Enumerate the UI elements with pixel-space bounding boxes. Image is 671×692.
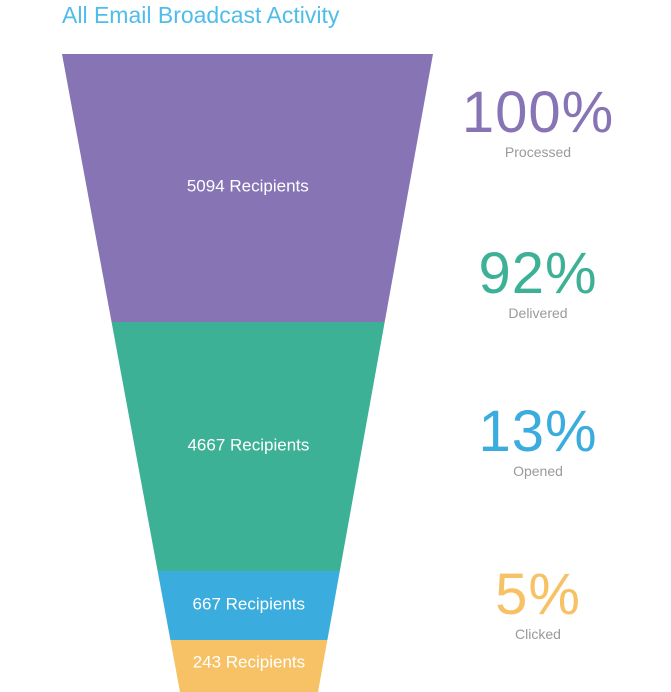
funnel-segment-processed (62, 54, 433, 322)
funnel-segment-label: 4667 Recipients (187, 435, 309, 454)
stat-label: Clicked (515, 626, 561, 642)
stat-label: Delivered (508, 305, 568, 321)
stat-processed: 100% Processed (448, 80, 628, 161)
stat-opened: 13% Opened (448, 399, 628, 480)
funnel-segment-label: 667 Recipients (193, 594, 305, 613)
funnel-segment-label: 243 Recipients (193, 652, 305, 671)
stat-label: Opened (513, 463, 563, 479)
stat-percent: 100% (461, 80, 615, 145)
stat-percent: 5% (495, 562, 581, 627)
stat-label: Processed (504, 144, 572, 160)
funnel-segment-opened (157, 571, 340, 640)
stat-clicked: 5% Clicked (448, 562, 628, 643)
funnel-segment-delivered (111, 322, 385, 571)
funnel-segment-clicked (170, 640, 328, 692)
funnel-segment-label: 5094 Recipients (187, 176, 309, 195)
stat-percent: 92% (478, 241, 598, 306)
chart-title: All Email Broadcast Activity (62, 2, 340, 28)
stat-percent: 13% (478, 399, 598, 464)
stat-delivered: 92% Delivered (448, 241, 628, 322)
